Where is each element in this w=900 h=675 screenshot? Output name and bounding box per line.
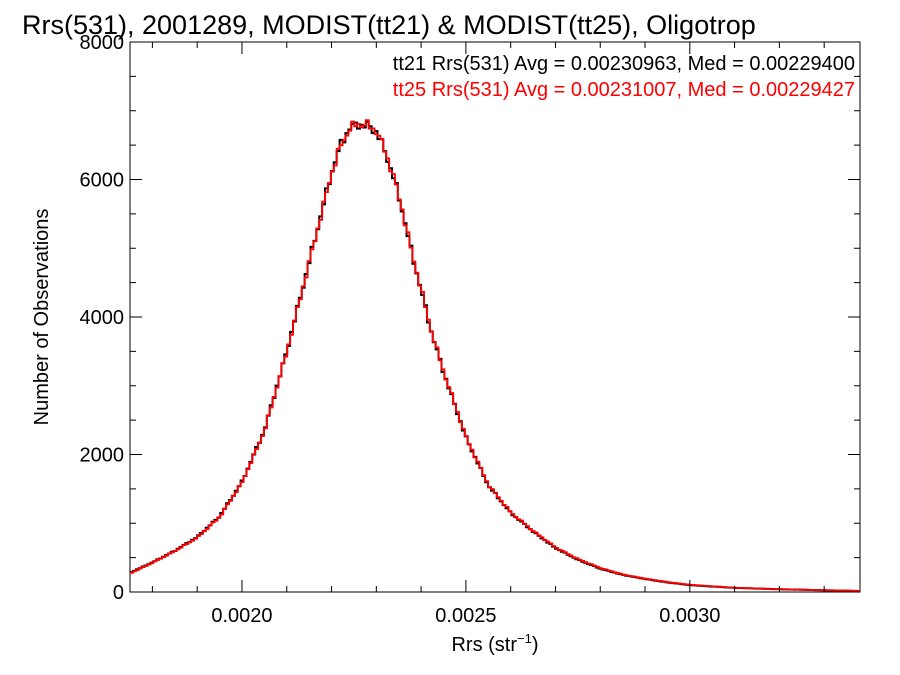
x-tick-label: 0.0025: [435, 605, 496, 627]
y-tick-label: 8000: [80, 32, 125, 54]
plot-border: [129, 41, 861, 593]
legend-entry-tt25: tt25 Rrs(531) Avg = 0.00231007, Med = 0.…: [393, 79, 855, 101]
chart-title: Rrs(531), 2001289, MODIST(tt21) & MODIST…: [22, 10, 756, 40]
x-tick-label: 0.0020: [211, 605, 272, 627]
y-tick-label: 0: [113, 582, 124, 604]
x-axis-label: Rrs (str−1): [451, 631, 538, 656]
y-tick-label: 2000: [80, 445, 125, 467]
y-axis-label: Number of Observations: [31, 209, 53, 426]
ticks-layer: 0.0020 0.0025 0.0030 0 2000 4000 6000 8000: [80, 32, 860, 627]
series-layer: [130, 119, 860, 592]
plot-frame: [129, 41, 861, 593]
y-tick-label: 6000: [80, 170, 125, 192]
x-tick-label: 0.0030: [659, 605, 720, 627]
series-line-tt21: [130, 120, 860, 592]
series-line-tt25: [130, 119, 860, 592]
legend-entry-tt21: tt21 Rrs(531) Avg = 0.00230963, Med = 0.…: [393, 53, 855, 75]
x-axis-label-superscript: −1: [517, 631, 532, 646]
legend: tt21 Rrs(531) Avg = 0.00230963, Med = 0.…: [393, 53, 855, 101]
y-tick-label: 4000: [80, 307, 125, 329]
